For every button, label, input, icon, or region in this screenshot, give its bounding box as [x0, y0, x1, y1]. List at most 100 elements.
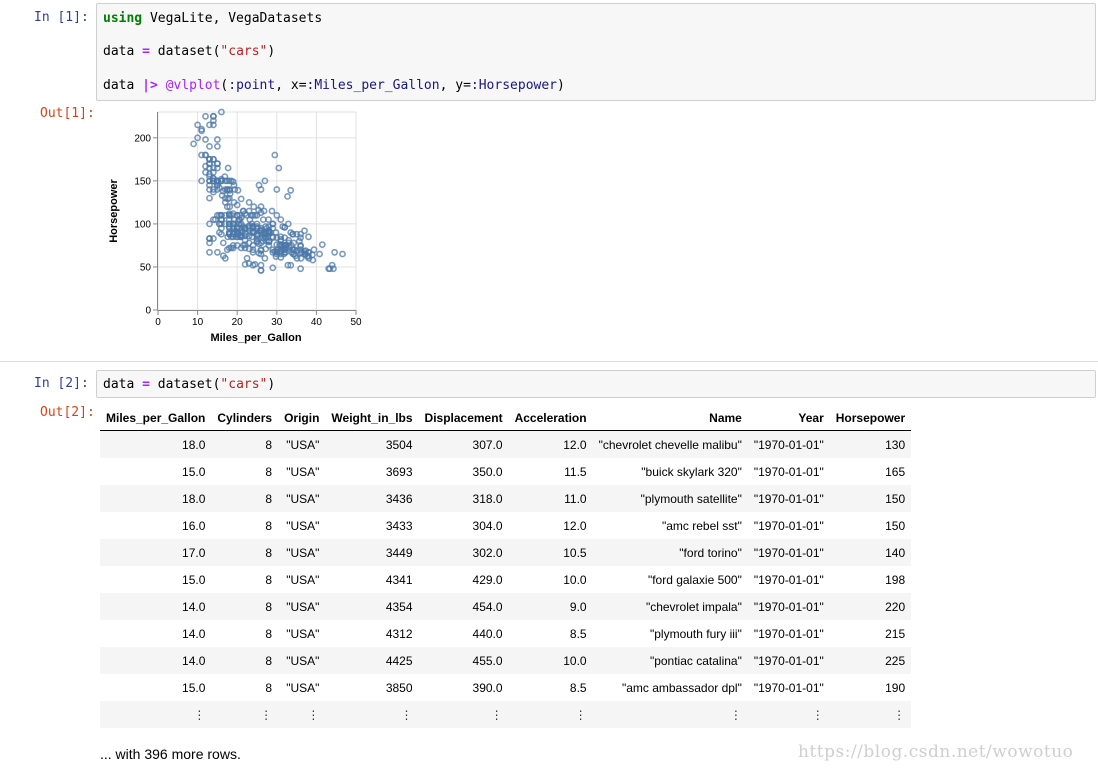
table-cell: 11.0: [508, 485, 593, 512]
x-axis-title: Miles_per_Gallon: [210, 332, 301, 344]
data-point: [210, 155, 217, 163]
table-cell: 8: [265, 626, 273, 641]
data-point: [206, 143, 213, 150]
data-point: [251, 260, 259, 268]
code-line-3: data |> @vlplot(:point, x=:Miles_per_Gal…: [103, 78, 565, 93]
table-cell: 10.0: [563, 572, 587, 587]
data-point: [198, 151, 205, 159]
data-point: [234, 186, 242, 194]
table-cell: 3504: [325, 430, 419, 458]
table-cell: 3436: [325, 485, 419, 512]
data-point: [318, 241, 326, 248]
data-point: [206, 248, 213, 256]
data-point: [284, 261, 292, 269]
table-cell: 15.0: [182, 464, 206, 479]
cell-1-code-input[interactable]: using VegaLite, VegaDatasets data = data…: [96, 3, 1096, 101]
x-tick-label: 30: [271, 317, 283, 328]
data-point: [253, 223, 261, 230]
ellipsis-cell: ⋮: [325, 701, 419, 728]
table-cell: 12.0: [563, 518, 587, 533]
table-row: 14.0 8 "USA" 4312 440.0 8.5 "plymouth fury iii…: [100, 620, 911, 647]
data-point: [206, 220, 213, 228]
table-row: 16.0 8 "USA" 3433 304.0 12.0 "amc rebel sst" "1…: [100, 512, 911, 539]
table-cell: 10.5: [508, 539, 593, 566]
data-point: [202, 112, 209, 120]
table-cell: "USA": [278, 539, 326, 566]
table-cell: 455.0: [418, 647, 509, 674]
table-cell: 198: [885, 572, 906, 587]
cell-1-out-prompt: Out[1]:: [40, 106, 95, 121]
data-point: [202, 151, 209, 159]
data-point: [297, 234, 304, 242]
x-tick-label: 0: [155, 317, 161, 328]
table-cell: "plymouth fury iii": [649, 626, 742, 641]
data-point: [241, 210, 249, 217]
data-point: [281, 224, 289, 231]
table-cell: "USA": [286, 626, 320, 641]
data-point: [224, 233, 232, 241]
ellipsis-cell: ⋮: [592, 701, 748, 728]
table-cell: 3433: [385, 518, 413, 533]
table-cell: 8: [265, 464, 273, 479]
data-point: [219, 239, 227, 247]
table-cell: 8: [265, 572, 273, 587]
data-point: [255, 181, 263, 189]
data-point: [206, 239, 213, 247]
data-point: [229, 241, 237, 249]
data-point: [261, 177, 269, 185]
data-point: [275, 164, 283, 172]
data-point: [272, 229, 280, 236]
x-tick-label: 10: [192, 317, 204, 328]
data-point: [269, 234, 277, 242]
table-row: 14.0 8 "USA" 4425 455.0 10.0 "pontiac catalina…: [100, 647, 912, 674]
table-cell: "USA": [278, 430, 326, 458]
data-point: [253, 211, 261, 219]
data-point: [277, 216, 285, 223]
table-cell: "1970-01-01": [747, 539, 830, 566]
x-tick-label: 40: [311, 317, 323, 328]
data-point: [309, 256, 317, 264]
cell-2-in-prompt: In [2]:: [34, 376, 89, 391]
table-cell: 130: [829, 430, 912, 458]
table-cell: "chevrolet impala": [592, 593, 748, 620]
data-point: [262, 245, 270, 253]
ellipsis-cell: ⋮: [829, 701, 912, 728]
table-cell: 150: [885, 518, 906, 533]
table-cell: 225: [829, 647, 912, 674]
ellipsis-cell: ⋮: [747, 701, 830, 728]
table-cell: "1970-01-01": [753, 626, 824, 641]
data-point: [293, 230, 300, 238]
table-cell: 8.5: [569, 680, 587, 695]
data-point: [273, 211, 281, 219]
data-point: [198, 127, 205, 135]
data-point: [206, 177, 213, 185]
data-point: [277, 235, 285, 243]
table-row: 15.0 8 "USA" 3693 350.0 11.5 "buick skylark 32…: [100, 458, 911, 485]
data-point: [287, 261, 295, 269]
table-row: 18.0 8 "USA" 3504 307.0 12.0 "chevrolet chevel…: [100, 430, 912, 458]
data-point: [249, 227, 257, 235]
data-point: [194, 121, 201, 129]
data-point: [305, 248, 312, 256]
data-point: [260, 207, 268, 215]
data-point: [210, 117, 217, 124]
table-cell: "amc rebel sst": [661, 518, 742, 533]
data-point: [261, 229, 269, 236]
chart-points: [190, 108, 346, 274]
cell-2-code-input[interactable]: data = dataset("cars"): [96, 370, 1096, 398]
ellipsis-cell: ⋮: [508, 701, 593, 728]
column-header: Miles_per_Gallon: [100, 405, 212, 431]
data-point: [210, 235, 217, 242]
data-point: [206, 170, 213, 178]
table-cell: 3449: [325, 539, 419, 566]
table-cell: 350.0: [472, 464, 503, 479]
column-header: Weight_in_lbs: [325, 405, 419, 431]
table-cell: 140: [829, 539, 912, 566]
data-point: [277, 233, 285, 241]
data-point: [297, 246, 304, 254]
table-cell: "USA": [278, 593, 326, 620]
data-point: [255, 240, 262, 248]
data-point: [328, 261, 336, 269]
table-cell: 8: [265, 680, 273, 695]
data-point: [241, 260, 249, 268]
